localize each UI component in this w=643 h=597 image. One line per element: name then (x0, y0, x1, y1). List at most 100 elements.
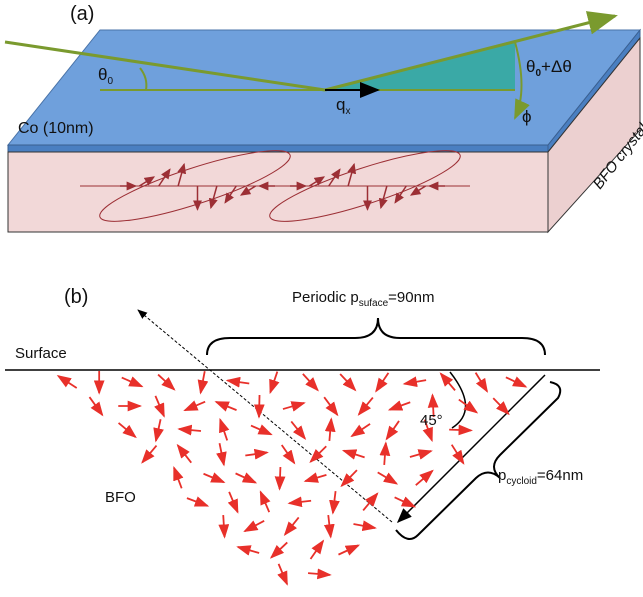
arrow (270, 372, 277, 393)
arrow (305, 475, 326, 481)
arrow (185, 402, 205, 411)
text: θ (98, 65, 107, 84)
arrow (261, 492, 270, 512)
arrow (452, 445, 464, 464)
arrow (387, 421, 399, 439)
angle-label: 45° (420, 412, 443, 429)
arrow (476, 373, 487, 392)
text: p (498, 467, 506, 484)
top-brace (207, 318, 545, 355)
arrow (291, 421, 305, 438)
arrow (338, 545, 358, 554)
arrow (308, 573, 330, 575)
text: suface (359, 298, 389, 309)
spin-arrows (58, 371, 525, 584)
arrow (227, 380, 249, 383)
arrow (328, 515, 330, 537)
arrow (204, 474, 224, 482)
bfo-front-face (8, 152, 548, 232)
arrow (201, 371, 205, 393)
co-label: Co (10nm) (18, 120, 94, 137)
text: =64nm (537, 467, 583, 484)
arrow (251, 426, 271, 435)
arrow (89, 397, 102, 415)
arrow (271, 542, 287, 557)
text: 0 (107, 76, 113, 87)
arrow (220, 420, 227, 441)
text: =90nm (388, 289, 434, 306)
text: +Δθ (541, 57, 572, 76)
arrow (187, 498, 208, 506)
arrow (352, 424, 370, 436)
arrow (223, 515, 224, 537)
text: x (345, 106, 350, 117)
arrow (155, 396, 164, 416)
text: Periodic p (292, 289, 359, 306)
arrow (378, 472, 397, 483)
theta-out-label: θ0+Δθ (526, 57, 572, 79)
panel-label: (b) (64, 286, 88, 308)
arrow (245, 521, 264, 531)
periodic-label: Periodic psuface=90nm (292, 289, 434, 309)
panel-a: (a) θ0 qx θ0+Δθ ϕ Co (10nm) BFO crystal (5, 3, 643, 234)
arrow (178, 445, 192, 462)
arrow (216, 402, 236, 410)
arrow (359, 398, 373, 415)
arrow (229, 492, 238, 512)
arrow (353, 524, 375, 528)
dashed-arrow (138, 310, 392, 522)
cycloid-line (398, 375, 545, 522)
panel-label: (a) (70, 3, 94, 25)
side-brace (396, 382, 560, 539)
arrow (395, 497, 415, 506)
arrow (259, 395, 260, 417)
phi-label: ϕ (522, 107, 532, 126)
arrow (344, 451, 365, 458)
cycloid-label: pcycloid=64nm (498, 467, 583, 487)
arrow (289, 501, 311, 504)
arrow (174, 468, 182, 489)
arrow (376, 373, 388, 391)
arrow (142, 446, 156, 463)
arrow (333, 491, 336, 513)
figure: (a) θ0 qx θ0+Δθ ϕ Co (10nm) BFO crystal … (0, 0, 643, 597)
surface-label: Surface (15, 345, 67, 362)
arrow (493, 398, 508, 414)
arrow (156, 419, 161, 440)
text: q (336, 95, 345, 114)
arrow (459, 400, 477, 413)
arrow (236, 473, 256, 482)
arrow (311, 541, 324, 559)
arrow (158, 375, 174, 390)
text: cycloid (506, 476, 537, 487)
arrow (122, 378, 142, 387)
arrow (303, 374, 318, 390)
arrow (390, 402, 411, 409)
arrow (220, 443, 224, 465)
arrow (506, 377, 526, 386)
arrow (384, 443, 386, 465)
arrow (280, 467, 281, 489)
arrow (410, 451, 431, 457)
bfo-label: BFO (105, 489, 136, 506)
arrow (285, 517, 299, 534)
arrow (238, 547, 259, 553)
arrow (324, 397, 337, 415)
panel-b: (b) Periodic psuface=90nm Surface 45° pc… (5, 286, 600, 584)
arrow (279, 564, 288, 584)
text: θ (526, 57, 535, 76)
arrow (342, 470, 357, 486)
arrow (404, 380, 426, 384)
arrow (449, 430, 471, 431)
arrow (58, 376, 76, 388)
arrow (340, 374, 355, 390)
arrow (329, 419, 331, 441)
arrow (179, 429, 201, 431)
arrow (282, 445, 295, 463)
arrow (416, 471, 433, 485)
co-top-face (8, 30, 640, 145)
arrow (311, 446, 327, 461)
arrow (119, 423, 136, 437)
arrow (245, 453, 267, 456)
angle-arc (450, 372, 466, 428)
